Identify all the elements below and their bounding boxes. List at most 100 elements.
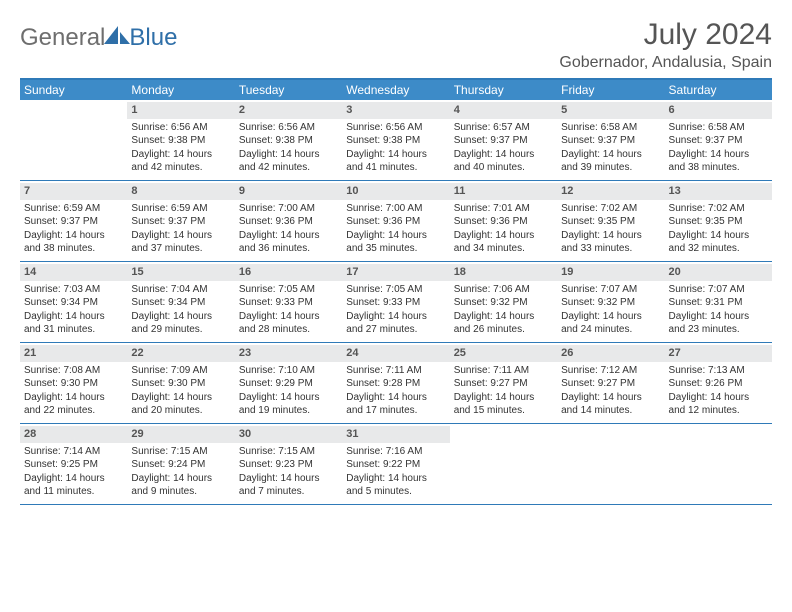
- daylight-text: Daylight: 14 hours and 17 minutes.: [346, 391, 445, 418]
- sunset-text: Sunset: 9:37 PM: [454, 134, 553, 148]
- month-title: July 2024: [559, 18, 772, 52]
- weekday-header: Monday: [127, 80, 234, 100]
- sunset-text: Sunset: 9:25 PM: [24, 458, 123, 472]
- sunrise-text: Sunrise: 7:01 AM: [454, 202, 553, 216]
- sunset-text: Sunset: 9:27 PM: [561, 377, 660, 391]
- day-cell: 3Sunrise: 6:56 AMSunset: 9:38 PMDaylight…: [342, 100, 449, 180]
- day-cell: 8Sunrise: 6:59 AMSunset: 9:37 PMDaylight…: [127, 181, 234, 261]
- sunrise-text: Sunrise: 7:13 AM: [669, 364, 768, 378]
- sunrise-text: Sunrise: 7:03 AM: [24, 283, 123, 297]
- day-cell: 2Sunrise: 6:56 AMSunset: 9:38 PMDaylight…: [235, 100, 342, 180]
- sunrise-text: Sunrise: 7:11 AM: [454, 364, 553, 378]
- day-number: 7: [20, 183, 127, 200]
- day-cell: [20, 100, 127, 180]
- sunrise-text: Sunrise: 7:12 AM: [561, 364, 660, 378]
- weekday-header-row: Sunday Monday Tuesday Wednesday Thursday…: [20, 80, 772, 100]
- daylight-text: Daylight: 14 hours and 34 minutes.: [454, 229, 553, 256]
- sunrise-text: Sunrise: 6:59 AM: [24, 202, 123, 216]
- day-cell: 22Sunrise: 7:09 AMSunset: 9:30 PMDayligh…: [127, 343, 234, 423]
- weekday-header: Sunday: [20, 80, 127, 100]
- sunrise-text: Sunrise: 6:58 AM: [561, 121, 660, 135]
- day-number: 6: [665, 102, 772, 119]
- sunrise-text: Sunrise: 7:02 AM: [669, 202, 768, 216]
- weeks-container: 1Sunrise: 6:56 AMSunset: 9:38 PMDaylight…: [20, 100, 772, 505]
- day-number: 29: [127, 426, 234, 443]
- day-number: 1: [127, 102, 234, 119]
- sunrise-text: Sunrise: 7:14 AM: [24, 445, 123, 459]
- day-cell: 23Sunrise: 7:10 AMSunset: 9:29 PMDayligh…: [235, 343, 342, 423]
- day-number: 2: [235, 102, 342, 119]
- day-cell: 21Sunrise: 7:08 AMSunset: 9:30 PMDayligh…: [20, 343, 127, 423]
- day-number: 13: [665, 183, 772, 200]
- calendar: Sunday Monday Tuesday Wednesday Thursday…: [20, 78, 772, 505]
- sunrise-text: Sunrise: 7:15 AM: [131, 445, 230, 459]
- day-cell: 31Sunrise: 7:16 AMSunset: 9:22 PMDayligh…: [342, 424, 449, 504]
- day-cell: 27Sunrise: 7:13 AMSunset: 9:26 PMDayligh…: [665, 343, 772, 423]
- sunset-text: Sunset: 9:36 PM: [239, 215, 338, 229]
- day-cell: 14Sunrise: 7:03 AMSunset: 9:34 PMDayligh…: [20, 262, 127, 342]
- day-cell: 17Sunrise: 7:05 AMSunset: 9:33 PMDayligh…: [342, 262, 449, 342]
- sunset-text: Sunset: 9:22 PM: [346, 458, 445, 472]
- day-number: 15: [127, 264, 234, 281]
- week-row: 14Sunrise: 7:03 AMSunset: 9:34 PMDayligh…: [20, 262, 772, 343]
- day-number: [450, 426, 557, 428]
- sunset-text: Sunset: 9:28 PM: [346, 377, 445, 391]
- day-number: 19: [557, 264, 664, 281]
- daylight-text: Daylight: 14 hours and 29 minutes.: [131, 310, 230, 337]
- day-cell: 20Sunrise: 7:07 AMSunset: 9:31 PMDayligh…: [665, 262, 772, 342]
- sunset-text: Sunset: 9:37 PM: [669, 134, 768, 148]
- day-cell: 25 Sunrise: 7:11 AMSunset: 9:27 PMDayligh…: [450, 343, 557, 423]
- day-number: 25: [450, 345, 557, 362]
- day-number: 30: [235, 426, 342, 443]
- logo-sail-icon: [104, 26, 132, 46]
- sunset-text: Sunset: 9:31 PM: [669, 296, 768, 310]
- sunrise-text: Sunrise: 7:04 AM: [131, 283, 230, 297]
- daylight-text: Daylight: 14 hours and 35 minutes.: [346, 229, 445, 256]
- day-number: 26: [557, 345, 664, 362]
- day-cell: 29Sunrise: 7:15 AMSunset: 9:24 PMDayligh…: [127, 424, 234, 504]
- day-number: [20, 102, 127, 104]
- daylight-text: Daylight: 14 hours and 26 minutes.: [454, 310, 553, 337]
- day-number: 3: [342, 102, 449, 119]
- sunset-text: Sunset: 9:32 PM: [561, 296, 660, 310]
- sunset-text: Sunset: 9:27 PM: [454, 377, 553, 391]
- day-number: 5: [557, 102, 664, 119]
- daylight-text: Daylight: 14 hours and 20 minutes.: [131, 391, 230, 418]
- day-number: 18: [450, 264, 557, 281]
- day-number: 24: [342, 345, 449, 362]
- sunset-text: Sunset: 9:38 PM: [239, 134, 338, 148]
- sunset-text: Sunset: 9:36 PM: [346, 215, 445, 229]
- logo-text-blue: Blue: [129, 24, 177, 52]
- daylight-text: Daylight: 14 hours and 39 minutes.: [561, 148, 660, 175]
- sunrise-text: Sunrise: 7:10 AM: [239, 364, 338, 378]
- daylight-text: Daylight: 14 hours and 19 minutes.: [239, 391, 338, 418]
- daylight-text: Daylight: 14 hours and 40 minutes.: [454, 148, 553, 175]
- day-number: 9: [235, 183, 342, 200]
- sunset-text: Sunset: 9:23 PM: [239, 458, 338, 472]
- daylight-text: Daylight: 14 hours and 5 minutes.: [346, 472, 445, 499]
- day-cell: 9Sunrise: 7:00 AMSunset: 9:36 PMDaylight…: [235, 181, 342, 261]
- daylight-text: Daylight: 14 hours and 15 minutes.: [454, 391, 553, 418]
- sunset-text: Sunset: 9:30 PM: [131, 377, 230, 391]
- sunset-text: Sunset: 9:32 PM: [454, 296, 553, 310]
- sunrise-text: Sunrise: 7:15 AM: [239, 445, 338, 459]
- weekday-header: Wednesday: [342, 80, 449, 100]
- sunrise-text: Sunrise: 6:56 AM: [346, 121, 445, 135]
- day-cell: [557, 424, 664, 504]
- day-cell: [665, 424, 772, 504]
- daylight-text: Daylight: 14 hours and 9 minutes.: [131, 472, 230, 499]
- weekday-header: Thursday: [450, 80, 557, 100]
- header: General Blue July 2024 Gobernador, Andal…: [20, 18, 772, 72]
- daylight-text: Daylight: 14 hours and 14 minutes.: [561, 391, 660, 418]
- day-number: 31: [342, 426, 449, 443]
- sunset-text: Sunset: 9:30 PM: [24, 377, 123, 391]
- daylight-text: Daylight: 14 hours and 32 minutes.: [669, 229, 768, 256]
- daylight-text: Daylight: 14 hours and 37 minutes.: [131, 229, 230, 256]
- sunrise-text: Sunrise: 6:56 AM: [239, 121, 338, 135]
- day-number: 10: [342, 183, 449, 200]
- day-cell: 1Sunrise: 6:56 AMSunset: 9:38 PMDaylight…: [127, 100, 234, 180]
- daylight-text: Daylight: 14 hours and 23 minutes.: [669, 310, 768, 337]
- sunset-text: Sunset: 9:38 PM: [131, 134, 230, 148]
- daylight-text: Daylight: 14 hours and 38 minutes.: [24, 229, 123, 256]
- sunrise-text: Sunrise: 7:05 AM: [346, 283, 445, 297]
